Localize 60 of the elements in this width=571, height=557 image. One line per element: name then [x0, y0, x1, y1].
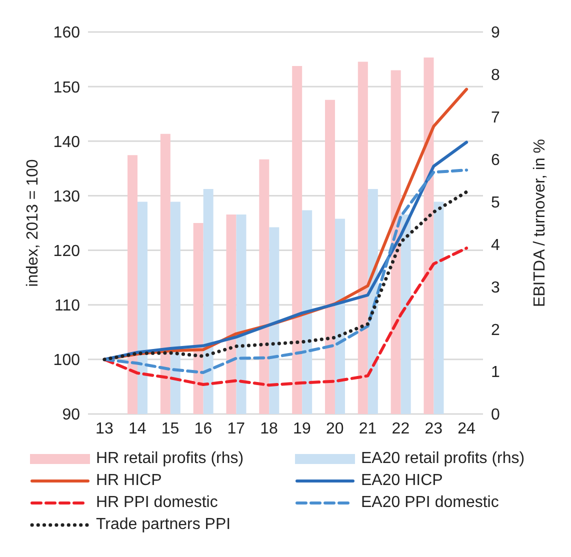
y-tick-label: 100: [53, 352, 80, 370]
x-tick-label: 23: [424, 420, 443, 438]
bar: [138, 202, 148, 414]
x-tick-label: 16: [194, 420, 212, 438]
y2-tick-label: 6: [491, 152, 500, 170]
legend-label: HR PPI domestic: [96, 494, 218, 512]
x-tick-label: 13: [96, 420, 114, 438]
bar: [302, 210, 312, 414]
y-tick-label: 160: [53, 24, 80, 42]
legend-label: EA20 PPI domestic: [361, 494, 499, 512]
bar: [400, 214, 411, 414]
bar: [424, 57, 434, 414]
line-series: [102, 246, 468, 387]
bar: [128, 155, 138, 414]
legend-label: EA20 HICP: [361, 472, 443, 490]
y2-tick-label: 2: [491, 322, 500, 339]
bar: [160, 134, 170, 414]
bar: [269, 227, 280, 414]
bar: [226, 214, 236, 414]
x-tick-label: 18: [260, 420, 278, 438]
x-tick-label: 17: [227, 420, 246, 438]
bar: [434, 202, 444, 414]
line-series: [102, 190, 468, 362]
x-tick-label: 22: [392, 420, 410, 438]
y2-tick-label: 5: [491, 194, 500, 212]
y2-tick-label: 7: [491, 110, 500, 127]
x-tick-label: 24: [458, 420, 476, 438]
bar: [193, 223, 204, 414]
bar: [335, 218, 345, 414]
bar: [203, 189, 214, 414]
legend-label: HR retail profits (rhs): [96, 450, 244, 468]
legend-label: EA20 retail profits (rhs): [361, 450, 525, 468]
y-tick-label: 120: [53, 242, 80, 260]
y-tick-label: 150: [53, 79, 80, 96]
bar: [390, 70, 401, 414]
y-axis-title: index, 2013 = 100: [24, 159, 42, 287]
y2-tick-label: 1: [491, 364, 500, 382]
x-tick-label: 19: [293, 420, 311, 438]
bar: [358, 62, 368, 414]
y2-tick-label: 3: [491, 279, 500, 296]
y-tick-label: 130: [53, 188, 80, 206]
bar: [325, 100, 335, 414]
y-tick-label: 140: [53, 134, 80, 151]
y2-tick-label: 4: [491, 236, 500, 254]
x-tick-label: 21: [358, 420, 377, 438]
y2-tick-label: 9: [491, 24, 500, 42]
y-tick-label: 90: [62, 406, 80, 424]
bar: [292, 66, 302, 414]
legend-label: HR HICP: [96, 472, 162, 490]
bar: [236, 214, 246, 414]
bar: [259, 159, 270, 414]
x-tick-label: 15: [161, 420, 180, 438]
legend-label: Trade partners PPI: [96, 516, 231, 534]
y2-tick-label: 8: [491, 67, 500, 84]
x-tick-label: 14: [128, 420, 146, 438]
y2-axis-title: EBITDA / turnover, in %: [532, 138, 549, 308]
y-tick-label: 110: [54, 298, 80, 315]
x-tick-label: 20: [326, 420, 344, 438]
bar: [170, 202, 180, 414]
y2-tick-label: 0: [491, 406, 500, 424]
